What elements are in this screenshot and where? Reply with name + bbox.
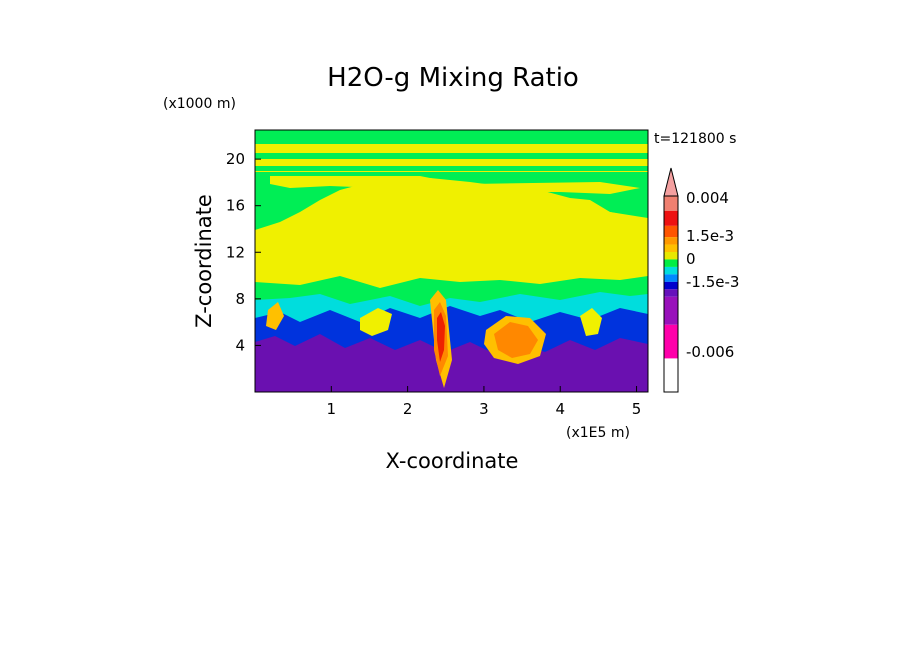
colorbar xyxy=(663,167,679,393)
plume-a xyxy=(360,308,392,336)
colorbar-label: 1.5e-3 xyxy=(686,227,734,245)
colorbar-band xyxy=(664,244,678,252)
colorbar-labels: 0.004 1.5e-3 0 -1.5e-3 -0.006 xyxy=(686,189,739,361)
plume-left xyxy=(266,302,284,330)
x-tick-label: 4 xyxy=(555,400,565,418)
green-strip-1 xyxy=(255,153,648,159)
colorbar-band xyxy=(664,324,678,359)
colorbar-label: -1.5e-3 xyxy=(686,273,739,291)
top-green-band xyxy=(255,130,648,144)
colorbar-label: 0 xyxy=(686,250,696,268)
y-tick-label: 20 xyxy=(226,150,245,168)
colorbar-band xyxy=(664,296,678,325)
plot-frame xyxy=(254,129,649,393)
x-tick-label: 1 xyxy=(327,400,337,418)
colorbar-label: -0.006 xyxy=(686,343,734,361)
colorbar-band xyxy=(664,210,678,226)
colorbar-frame xyxy=(663,195,679,393)
y-axis-ticks: 4 8 12 16 20 xyxy=(226,150,261,354)
colorbar-band xyxy=(664,237,678,245)
yellow-streak-1 xyxy=(270,176,440,188)
purple-bottom-layer xyxy=(255,334,648,392)
colorbar-band xyxy=(664,252,678,260)
y-units-label: (x1000 m) xyxy=(163,96,236,112)
plume-c xyxy=(580,308,602,336)
tower-core xyxy=(437,312,445,362)
x-axis-label: X-coordinate xyxy=(386,449,519,473)
colorbar-arrow xyxy=(663,167,679,197)
contour-field xyxy=(255,130,648,392)
yellow-mid-region xyxy=(310,196,620,218)
green-strip-2 xyxy=(255,166,648,171)
y-axis-label: Z-coordinate xyxy=(192,194,216,328)
colorbar-band xyxy=(664,281,678,290)
plume-b-inner xyxy=(494,322,538,358)
y-tick-label: 4 xyxy=(235,336,245,354)
x-tick-label: 5 xyxy=(632,400,642,418)
y-tick-label: 12 xyxy=(226,243,245,261)
colorbar-band xyxy=(664,289,678,297)
colorbar-band xyxy=(664,266,678,275)
x-axis-ticks: 1 2 3 4 5 xyxy=(327,386,642,418)
colorbar-band xyxy=(664,225,678,238)
x-tick-label: 2 xyxy=(403,400,413,418)
colorbar-band xyxy=(664,196,678,211)
y-tick-label: 16 xyxy=(226,197,245,215)
y-tick-label: 8 xyxy=(235,290,245,308)
colorbar-band xyxy=(664,259,678,267)
x-units-label: (x1E5 m) xyxy=(566,425,630,441)
time-label: t=121800 s xyxy=(654,131,736,147)
colorbar-label: 0.004 xyxy=(686,189,729,207)
x-tick-label: 3 xyxy=(479,400,489,418)
colorbar-band xyxy=(664,274,678,282)
chart-title: H2O-g Mixing Ratio xyxy=(327,63,579,93)
yellow-streak-2 xyxy=(470,182,640,194)
